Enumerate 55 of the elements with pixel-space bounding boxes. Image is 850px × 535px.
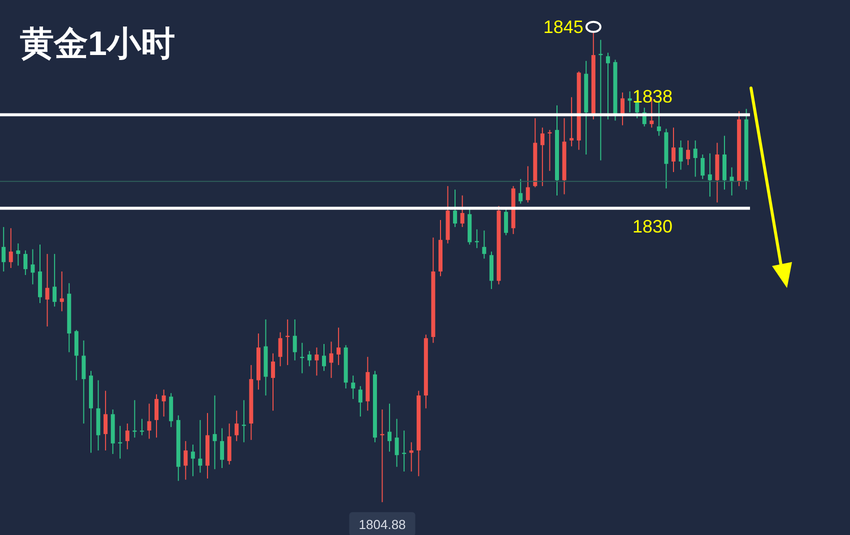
candlestick bbox=[336, 327, 341, 366]
candlestick bbox=[234, 410, 239, 442]
candlestick bbox=[620, 92, 625, 126]
candlestick bbox=[23, 250, 28, 276]
candlestick bbox=[16, 242, 20, 266]
candlestick bbox=[322, 344, 326, 372]
ref-line-label: 1830 bbox=[632, 216, 673, 236]
annotation: 1845 bbox=[543, 16, 584, 37]
candlestick bbox=[125, 423, 130, 450]
candlestick bbox=[606, 52, 610, 120]
candlestick bbox=[388, 403, 392, 452]
candlestick bbox=[314, 347, 319, 376]
candlestick bbox=[307, 350, 312, 367]
candlestick bbox=[700, 154, 705, 180]
candlestick bbox=[693, 140, 698, 178]
candlestick bbox=[358, 386, 362, 418]
candlestick bbox=[212, 394, 217, 470]
chart-title: 黄金1小时 bbox=[20, 25, 175, 63]
candlestick bbox=[329, 341, 334, 378]
candlestick bbox=[672, 127, 676, 173]
candlestick bbox=[8, 228, 13, 268]
text: 1804.88 bbox=[358, 517, 406, 532]
candlestick bbox=[570, 96, 574, 147]
candlestick bbox=[82, 340, 86, 424]
candlestick bbox=[292, 318, 297, 361]
candlestick bbox=[518, 178, 523, 204]
candlestick bbox=[540, 127, 544, 187]
candlestick bbox=[678, 140, 683, 170]
candlestick bbox=[708, 152, 712, 198]
candlestick bbox=[409, 442, 414, 472]
candlestick bbox=[184, 440, 188, 480]
candlestick bbox=[460, 194, 464, 228]
candlestick bbox=[526, 166, 530, 203]
candlestick bbox=[482, 230, 486, 260]
candlestick bbox=[453, 189, 458, 228]
candlestick bbox=[52, 253, 57, 308]
candlestick bbox=[104, 390, 108, 451]
candlestick bbox=[504, 208, 508, 236]
candlestick bbox=[60, 270, 64, 312]
candlestick bbox=[220, 428, 224, 468]
candlestick bbox=[45, 253, 50, 327]
candlestick bbox=[271, 352, 276, 412]
candlestick bbox=[190, 444, 195, 477]
candlestick bbox=[278, 332, 282, 367]
candlestick bbox=[242, 400, 246, 443]
candlestick bbox=[198, 420, 202, 474]
candlestick bbox=[351, 375, 356, 400]
candlestick bbox=[154, 394, 159, 438]
candlestick bbox=[30, 248, 35, 285]
candlestick bbox=[2, 226, 6, 272]
candlestick bbox=[147, 403, 152, 440]
candlestick bbox=[394, 418, 399, 468]
candlestick bbox=[686, 140, 690, 166]
candlestick bbox=[162, 389, 166, 418]
candlestick bbox=[730, 166, 734, 196]
